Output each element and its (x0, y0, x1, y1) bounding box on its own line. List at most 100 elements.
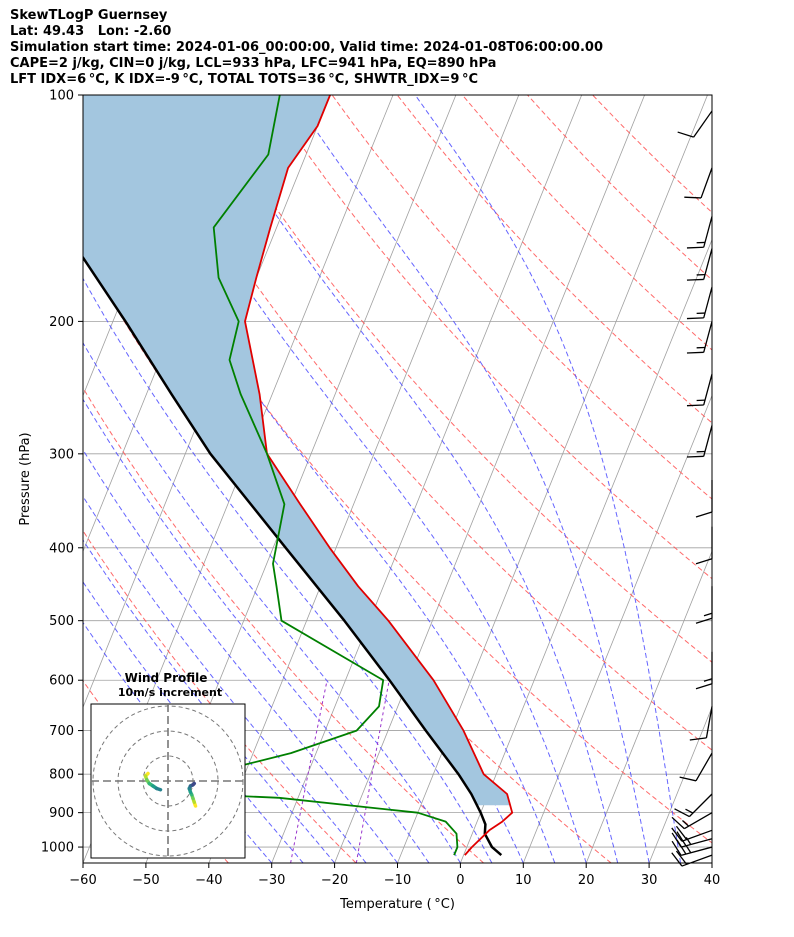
wind-barbs (671, 110, 713, 867)
y-tick-label: 300 (49, 447, 74, 462)
wind-barb-staff (683, 812, 713, 830)
wind-barb-flag (677, 131, 694, 138)
dry-adiabat-313 (83, 116, 712, 844)
moist-adiabat--15 (83, 495, 367, 863)
wind-barb (686, 373, 713, 407)
x-tick-label: 20 (578, 873, 595, 888)
wind-barb-flag (684, 196, 702, 199)
x-tick-label: 10 (515, 873, 532, 888)
wind-barb-half-flag (685, 808, 694, 814)
wind-barb-half-flag (703, 612, 713, 617)
chart-header: SkewTLogP Guernsey Lat: 49.43 Lon: -2.60… (10, 8, 603, 88)
x-tick-label: −20 (321, 873, 348, 888)
dry-adiabat-353 (201, 95, 712, 663)
cape-line: CAPE=2 j/kg, CIN=0 j/kg, LCL=933 hPa, LF… (10, 56, 497, 71)
isotherm-30 (648, 706, 712, 863)
y-tick-label: 200 (49, 315, 74, 330)
x-tick-label: 30 (641, 873, 658, 888)
wind-barb (686, 216, 713, 249)
wind-barb-flag (686, 317, 704, 320)
y-tick-label: 1000 (41, 841, 74, 856)
y-tick-label: 800 (49, 768, 74, 783)
x-axis-label: Temperature ( °C) (339, 897, 455, 912)
wind-barb (671, 850, 713, 867)
hodograph-area (91, 704, 245, 858)
wind-barb (684, 167, 713, 199)
wind-barb-half-flag (682, 819, 690, 827)
wind-barb-staff (693, 110, 713, 138)
wind-barb-staff (703, 286, 713, 319)
wind-barb-flag (671, 832, 682, 848)
dry-adiabat-273 (83, 387, 484, 863)
dewpoint-profile (191, 95, 459, 856)
moist-adiabat-30 (291, 95, 650, 863)
hodograph-trace-segment (191, 781, 196, 787)
time-line: Simulation start time: 2024-01-06_00:00:… (10, 40, 603, 55)
wind-barb-staff (703, 373, 713, 406)
wind-barb-staff (695, 752, 713, 782)
wind-barb-flag (674, 808, 690, 818)
x-tick-label: −30 (258, 873, 285, 888)
y-tick-label: 600 (49, 674, 74, 689)
wind-barb-staff (703, 321, 713, 353)
x-tick-label: 0 (456, 873, 464, 888)
isotherm--40 (208, 95, 520, 863)
wind-barb (671, 831, 713, 848)
moist-adiabat--10 (83, 448, 398, 863)
isotherm--20 (334, 95, 645, 863)
isotherm-20 (585, 550, 712, 863)
isotherm--70 (83, 95, 331, 709)
wind-barb-flag (671, 840, 682, 856)
wind-barb-flag (686, 246, 704, 249)
wind-barb-flag (686, 278, 704, 281)
wind-barb-flag (689, 737, 707, 741)
wind-barb (686, 248, 713, 281)
wind-barb (671, 825, 713, 842)
moist-adiabat-25 (199, 95, 619, 863)
wind-barb-staff (703, 216, 713, 248)
isotherm--120 (0, 95, 16, 863)
axes: −60 −50 −40 −30 −20 −10 0 10 20 30 40 100 200 300 400 5… (18, 89, 720, 913)
moist-adiabat-35 (414, 95, 681, 863)
wind-barb (677, 110, 713, 138)
moist-adiabat--25 (83, 581, 304, 863)
wind-barb-half-flag (703, 678, 713, 682)
wind-barb (689, 706, 713, 741)
wind-barb-staff (681, 854, 713, 867)
wind-barb-flag (686, 455, 704, 458)
x-tick-label: −10 (384, 873, 411, 888)
cape-area (83, 95, 511, 806)
hodograph-subtitle: 10m/s increment (118, 686, 222, 699)
parcel-profile (83, 255, 503, 857)
wind-barb (686, 321, 713, 354)
moist-adiabat-15 (83, 110, 556, 863)
x-tick-label: 40 (704, 873, 721, 888)
wind-barb-staff (705, 706, 713, 738)
y-tick-label: 500 (49, 614, 74, 629)
wind-barb-flag (671, 827, 683, 842)
dry-adiabat-253 (83, 529, 357, 863)
wind-barb (674, 793, 713, 818)
wind-barb-flag (686, 404, 704, 407)
plot-area-lines (0, 95, 712, 863)
wind-barb (671, 812, 713, 830)
location-line: Lat: 49.43 Lon: -2.60 (10, 24, 172, 39)
wind-barb (695, 586, 713, 624)
wind-barb (695, 526, 713, 565)
wind-barb-flag (671, 816, 685, 830)
wind-barb-staff (700, 167, 713, 199)
wind-barb-half-flag (685, 837, 692, 845)
hodograph-trace-segment (155, 786, 163, 792)
wind-barb-staff (703, 425, 713, 457)
wind-barb-staff (681, 829, 713, 842)
wind-barb-flag (671, 852, 683, 867)
wind-barb-staff (688, 793, 713, 818)
wind-barb-staff (703, 248, 713, 280)
wind-barb-flag (695, 511, 713, 518)
wind-barb-flag (679, 776, 697, 782)
dry-adiabat-333 (136, 95, 712, 751)
x-tick-label: −50 (132, 873, 159, 888)
wind-barb-flag (695, 558, 713, 565)
